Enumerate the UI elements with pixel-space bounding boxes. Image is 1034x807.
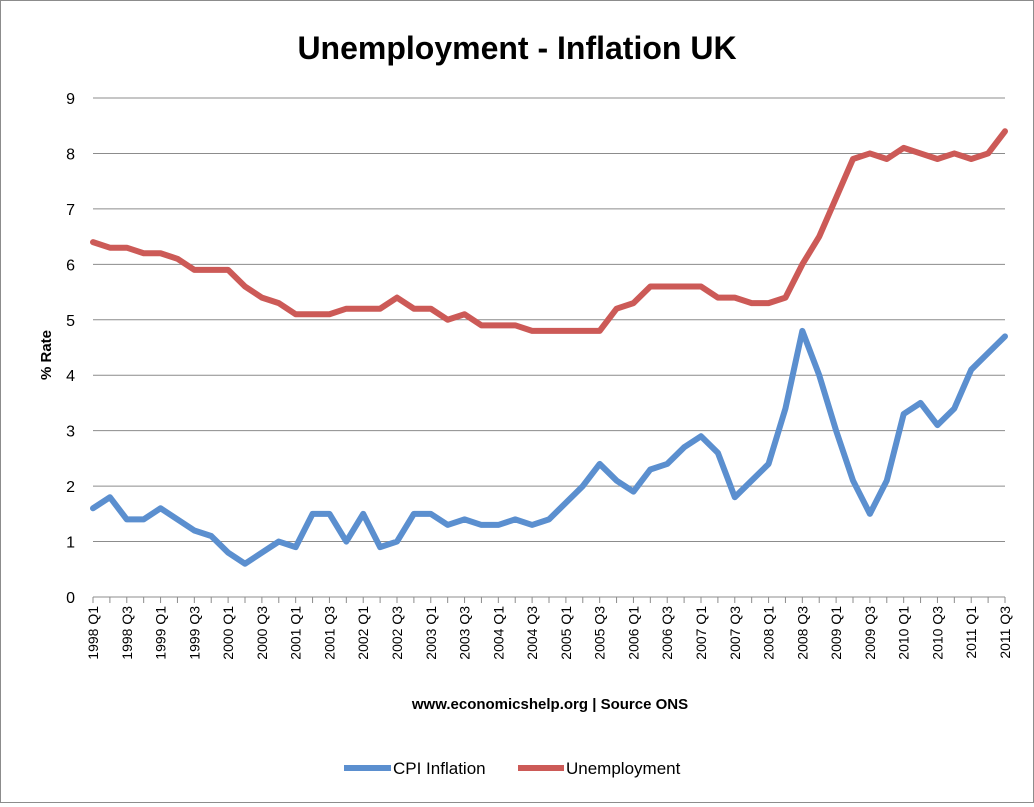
x-tick-label: 2005 Q1: [558, 606, 574, 660]
x-tick-label: 2004 Q3: [524, 606, 540, 660]
x-tick-label: 1999 Q1: [153, 606, 169, 660]
x-tick-label: 2008 Q3: [794, 606, 810, 660]
y-tick-label: 9: [66, 91, 75, 108]
x-tick-label: 2007 Q3: [727, 606, 743, 660]
y-tick-label: 1: [66, 535, 75, 552]
x-tick-label: 2002 Q1: [355, 606, 371, 660]
y-tick-label: 2: [66, 479, 75, 496]
series-lines: [90, 128, 1008, 567]
x-tick-label: 2001 Q1: [288, 606, 304, 660]
x-tick-label: 2001 Q3: [321, 606, 337, 660]
x-tick-label: 2005 Q3: [592, 606, 608, 660]
x-tick-label: 1998 Q3: [119, 606, 135, 660]
legend: CPI Inflation Unemployment: [344, 759, 681, 778]
y-tick-label: 4: [66, 368, 75, 385]
x-tick-label: 2007 Q1: [693, 606, 709, 660]
x-tick-label: 2010 Q3: [929, 606, 945, 660]
y-axis-ticks: 0 1 2 3 4 5 6 7 8 9: [66, 91, 75, 607]
series-line-unemployment: [90, 128, 1008, 334]
y-tick-label: 7: [66, 202, 75, 219]
x-tick-label: 2011 Q1: [963, 606, 979, 659]
x-tick-label: 2000 Q1: [220, 606, 236, 660]
x-tick-label: 2009 Q1: [828, 606, 844, 660]
gridlines: [93, 97, 1005, 543]
x-tick-label: 2009 Q3: [862, 606, 878, 660]
x-tick-label: 2011 Q3: [997, 606, 1013, 659]
series-line-cpi-inflation: [90, 327, 1008, 567]
x-axis: 1998 Q1 1998 Q3 1999 Q1 1999 Q3 2000 Q1 2000 …: [85, 596, 1013, 660]
y-tick-label: 0: [66, 590, 75, 607]
x-tick-label: 1999 Q3: [186, 606, 202, 660]
y-tick-label: 6: [66, 257, 75, 274]
x-tick-label: 2010 Q1: [896, 606, 912, 660]
y-tick-label: 3: [66, 424, 75, 441]
x-axis-title: www.economicshelp.org | Source ONS: [411, 696, 688, 713]
y-axis-title: % Rate: [38, 330, 55, 380]
x-tick-label: 2004 Q1: [490, 606, 506, 660]
y-tick-label: 8: [66, 146, 75, 163]
legend-label: CPI Inflation: [393, 759, 486, 778]
x-tick-label: 2008 Q1: [761, 606, 777, 660]
x-tick-label: 2003 Q1: [423, 606, 439, 660]
x-tick-label: 2002 Q3: [389, 606, 405, 660]
y-tick-label: 5: [66, 313, 75, 330]
x-tick-label: 2003 Q3: [457, 606, 473, 660]
x-tick-label: 2006 Q1: [625, 606, 641, 660]
x-tick-label: 2006 Q3: [659, 606, 675, 660]
x-tick-label: 2000 Q3: [254, 606, 270, 660]
x-tick-label: 1998 Q1: [85, 606, 101, 660]
chart-title: Unemployment - Inflation UK: [297, 30, 736, 66]
legend-label: Unemployment: [566, 759, 681, 778]
